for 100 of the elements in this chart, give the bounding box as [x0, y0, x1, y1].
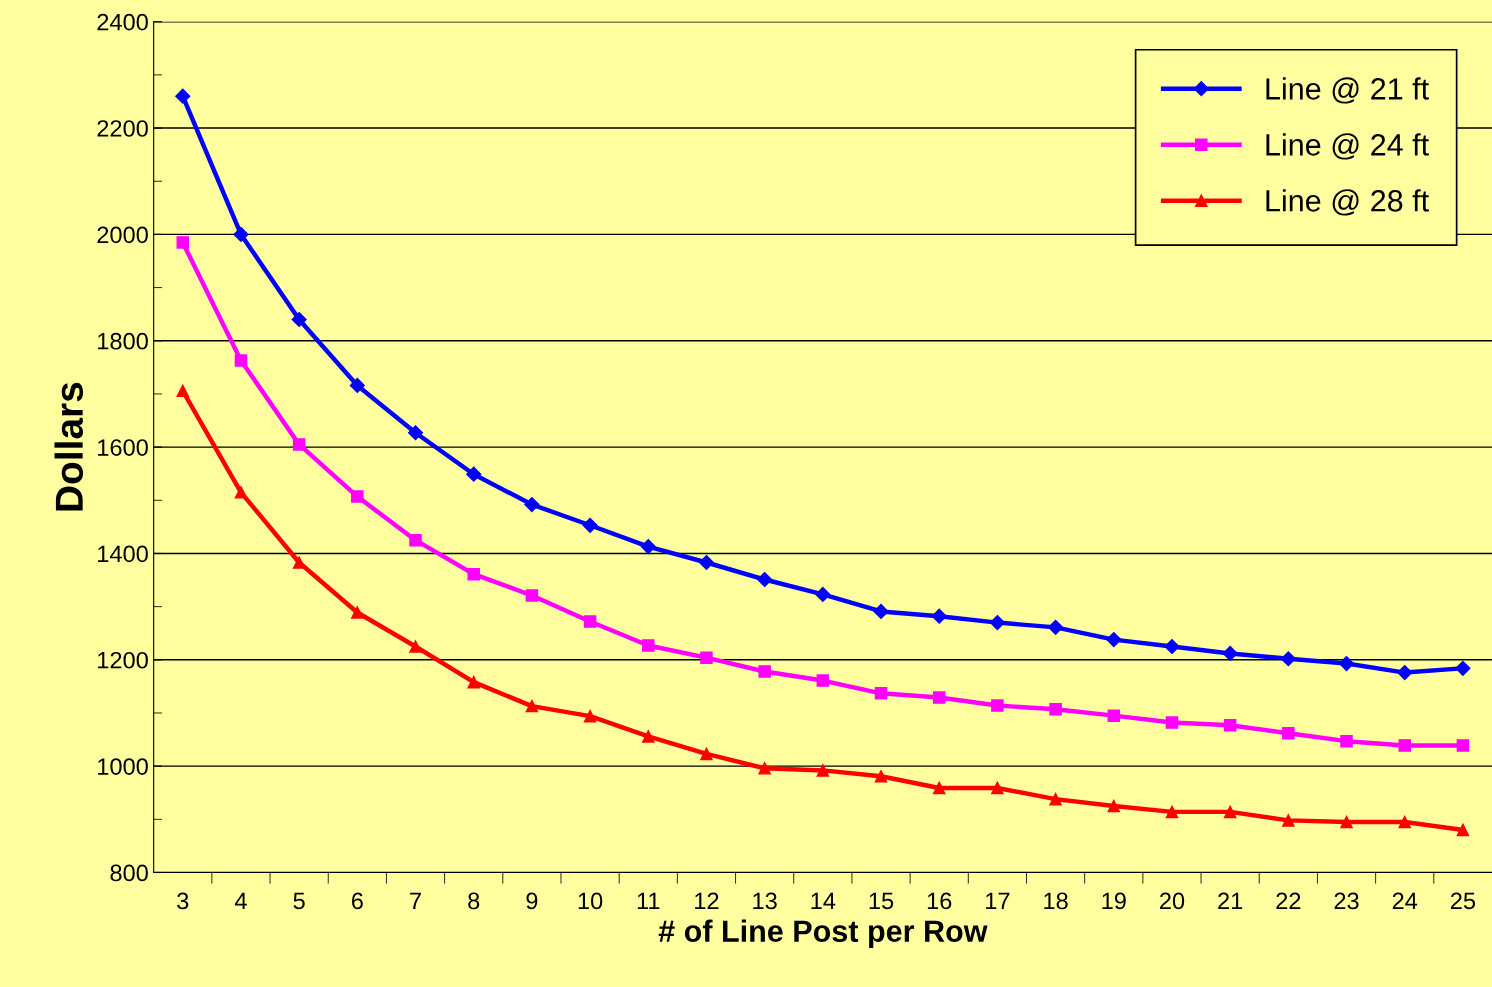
x-tick-label: 7: [410, 892, 421, 910]
point: [1397, 665, 1413, 681]
point: [1282, 726, 1295, 740]
x-tick-label: 13: [753, 892, 777, 910]
point: [525, 699, 539, 713]
point: [467, 567, 480, 581]
point: [816, 674, 830, 687]
point: [233, 226, 249, 242]
point: [1456, 739, 1470, 752]
y-tick-label: 1200: [98, 651, 148, 669]
x-tick-label: 17: [986, 892, 1010, 910]
point: [467, 675, 480, 689]
point: [1282, 814, 1295, 827]
y-tick-label: 1400: [98, 545, 148, 563]
y-tick-label: 1800: [98, 332, 148, 350]
point: [1223, 805, 1237, 819]
y-tick-label: 2200: [97, 120, 148, 137]
point: [989, 615, 1005, 631]
point: [176, 384, 190, 397]
x-tick-label: 19: [1102, 892, 1126, 910]
point: [176, 236, 190, 249]
x-tick-label: 4: [234, 892, 247, 910]
point: [466, 466, 482, 482]
x-tick-label: 18: [1044, 892, 1068, 910]
point: [1338, 655, 1355, 672]
point: [1456, 823, 1470, 837]
x-tick-label: 24: [1392, 892, 1418, 910]
x-tick-label: 16: [927, 892, 952, 910]
point: [874, 770, 888, 783]
point: [640, 538, 656, 555]
point: [700, 651, 713, 664]
point: [874, 687, 888, 700]
point: [757, 571, 773, 588]
point: [642, 730, 655, 743]
point: [991, 781, 1004, 795]
point: [1107, 799, 1121, 813]
point: [1455, 660, 1471, 676]
y-axis-title: Dollars: [54, 382, 84, 511]
point: [1398, 739, 1411, 752]
point: [234, 354, 248, 367]
y-tick-label: 2000: [97, 226, 148, 244]
point: [758, 665, 771, 678]
point: [583, 709, 597, 723]
point: [524, 496, 540, 513]
x-tick-label: 22: [1276, 892, 1301, 910]
point: [234, 486, 248, 499]
x-tick-label: 15: [869, 892, 894, 910]
x-tick-label: 10: [578, 892, 603, 910]
point: [816, 764, 830, 777]
point: [1280, 651, 1296, 667]
point: [407, 425, 424, 441]
point: [1222, 645, 1238, 661]
point: [291, 311, 307, 328]
point: [873, 603, 889, 619]
x-tick-label: 5: [293, 892, 305, 910]
x-tick-label: 14: [811, 892, 836, 910]
point: [409, 533, 422, 547]
point: [1049, 703, 1062, 716]
point: [175, 88, 191, 104]
y-tick-label: 2400: [97, 13, 148, 31]
x-tick-label: 12: [695, 892, 719, 910]
point: [698, 554, 715, 571]
point: [1049, 792, 1062, 806]
legend-label: Line @ 28 ft: [1266, 189, 1429, 216]
point: [1340, 734, 1353, 748]
point: [351, 606, 364, 619]
point: [1223, 718, 1237, 732]
point: [642, 639, 655, 652]
point: [815, 586, 831, 602]
point: [582, 517, 598, 533]
y-tick-label: 1600: [98, 439, 148, 456]
y-tick-label: 1000: [98, 758, 148, 775]
x-tick-label: 21: [1218, 892, 1243, 910]
x-tick-label: 25: [1450, 892, 1476, 910]
point: [1048, 619, 1064, 635]
point: [1165, 805, 1179, 819]
x-tick-label: 8: [468, 892, 480, 910]
x-tick-label: 6: [351, 892, 363, 910]
legend-label: Line @ 24 ft: [1266, 133, 1429, 160]
x-tick-label: 3: [177, 892, 189, 910]
point: [409, 640, 422, 653]
point: [932, 781, 946, 795]
point: [758, 762, 771, 775]
point: [1164, 638, 1180, 655]
point: [1106, 632, 1122, 648]
x-tick-label: 23: [1334, 892, 1359, 910]
point: [931, 608, 947, 624]
legend-label: Line @ 21 ft: [1266, 77, 1429, 104]
y-tick-label: 800: [110, 864, 148, 882]
point: [292, 438, 306, 451]
x-tick-label: 11: [637, 892, 660, 910]
point: [1340, 815, 1353, 829]
point: [991, 699, 1004, 712]
point: [351, 490, 364, 503]
x-tick-label: 20: [1160, 892, 1185, 910]
x-axis-title: # of Line Post per Row: [658, 919, 988, 948]
point: [525, 589, 539, 602]
point: [349, 377, 365, 393]
point: [1398, 815, 1411, 829]
point: [583, 615, 597, 628]
